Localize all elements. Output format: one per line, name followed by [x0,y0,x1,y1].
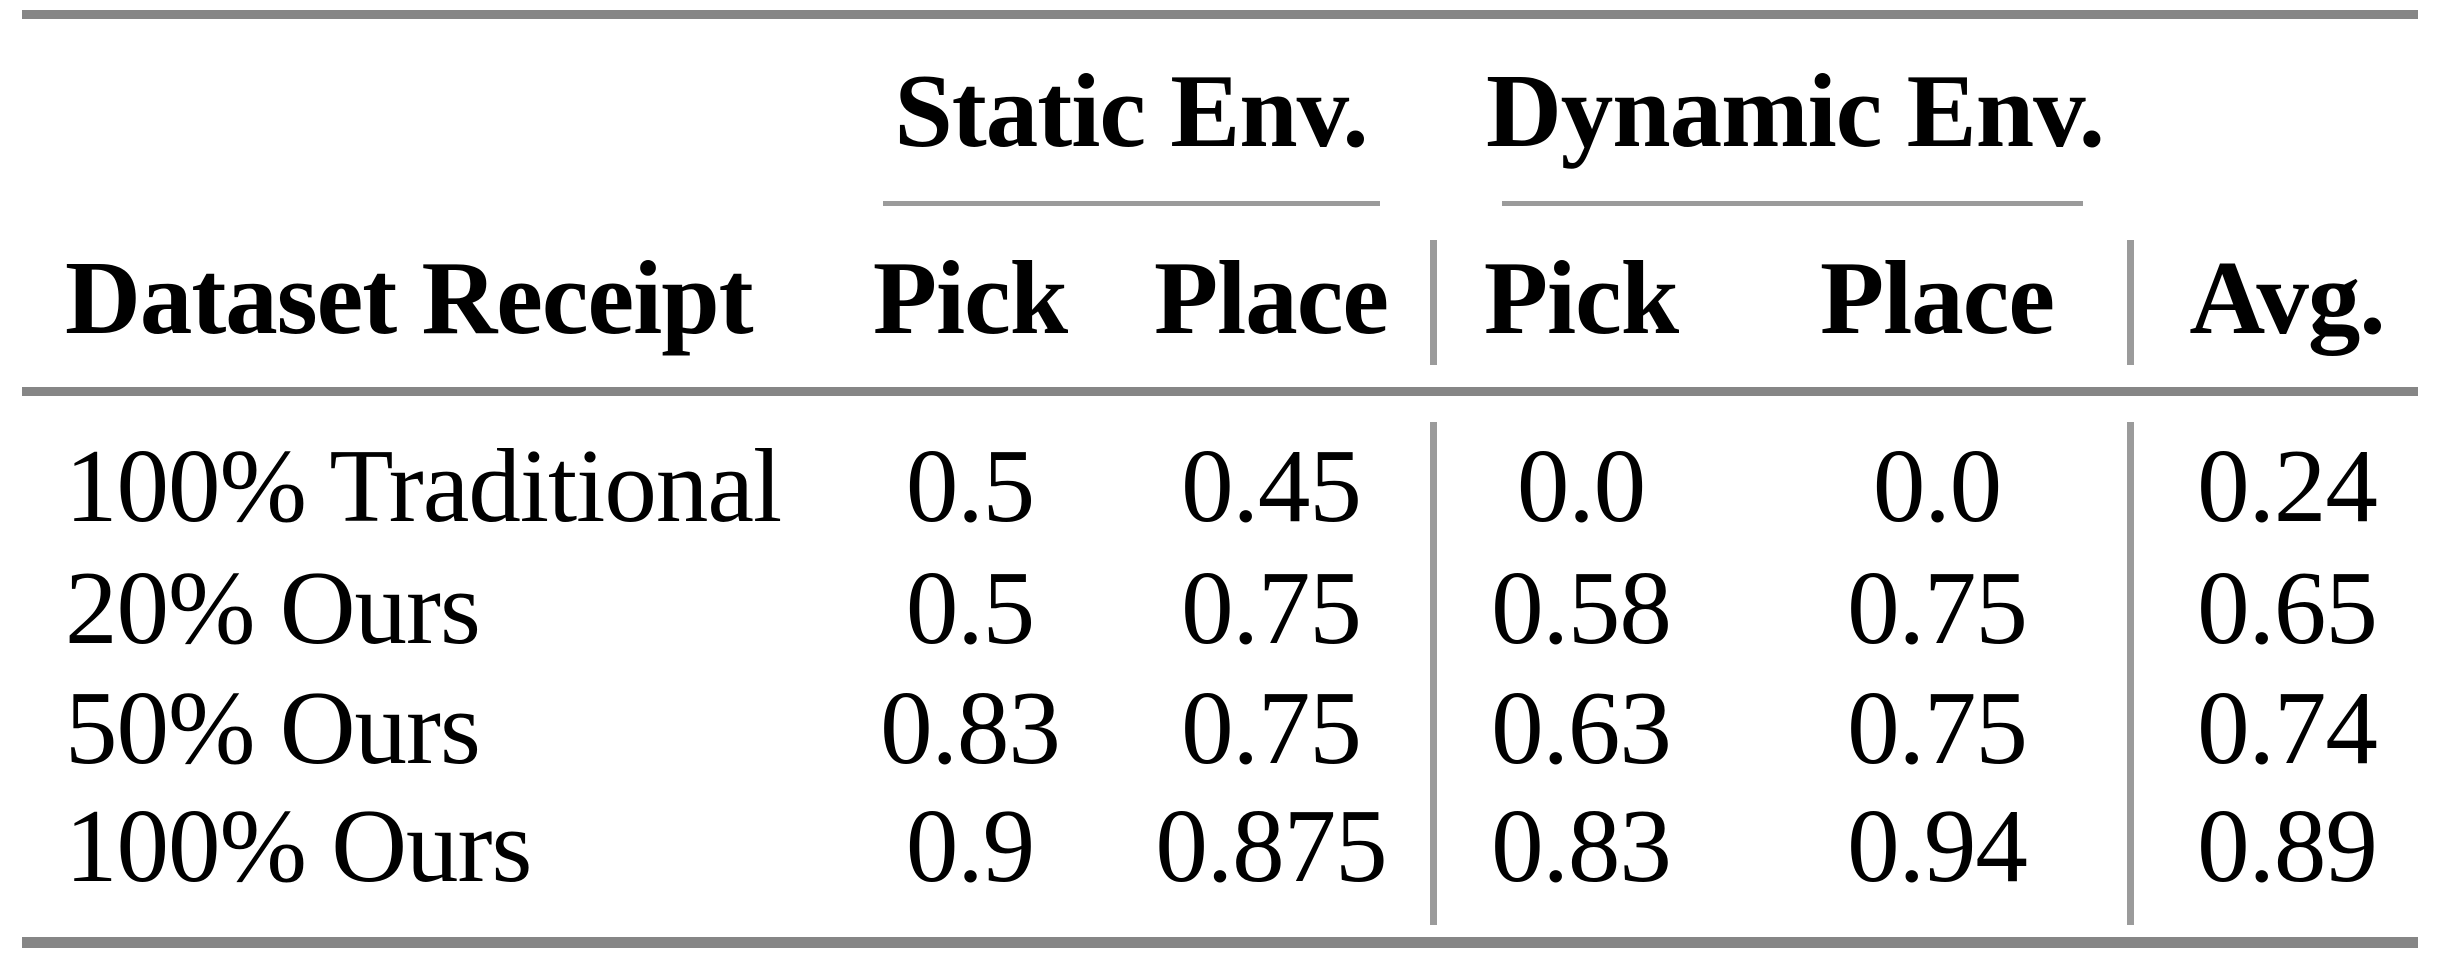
vertical-rule-static-dynamic-header [1430,240,1437,365]
cell-static-pick: 0.9 [905,787,1035,904]
cell-static-place: 0.75 [1181,669,1362,786]
static-env-group-header: Static Env. [894,52,1368,169]
column-header-row: Dataset Receipt Pick Place Pick Place Av… [0,245,2440,355]
cell-static-place: 0.45 [1181,427,1362,544]
cell-dynamic-place: 0.75 [1847,549,2028,666]
header-dynamic-pick: Pick [1483,239,1679,356]
header-static-place: Place [1153,239,1389,356]
cell-static-place: 0.875 [1155,787,1387,904]
table-row: 20% Ours 0.5 0.75 0.58 0.75 0.65 [0,555,2440,665]
cell-dynamic-place: 0.75 [1847,669,2028,786]
cell-dynamic-place: 0.94 [1847,787,2028,904]
cell-static-pick: 0.83 [880,669,1061,786]
row-label: 20% Ours [65,549,481,666]
header-dataset-receipt: Dataset Receipt [65,239,754,356]
top-rule [22,10,2418,19]
cell-avg: 0.65 [2197,549,2378,666]
cell-avg: 0.24 [2197,427,2378,544]
table-row: 100% Ours 0.9 0.875 0.83 0.94 0.89 [0,793,2440,903]
row-label: 50% Ours [65,669,481,786]
bottom-rule [22,937,2418,948]
column-group-header-row: Static Env. Dynamic Env. [0,58,2440,168]
cell-dynamic-pick: 0.83 [1491,787,1672,904]
cell-avg: 0.74 [2197,669,2378,786]
vertical-rule-static-dynamic-body [1430,422,1437,925]
cell-avg: 0.89 [2197,787,2378,904]
cell-dynamic-pick: 0.63 [1491,669,1672,786]
static-env-cmidrule [883,201,1380,206]
vertical-rule-avg-body [2127,422,2134,925]
vertical-rule-avg-header [2127,240,2134,365]
table-row: 100% Traditional 0.5 0.45 0.0 0.0 0.24 [0,433,2440,543]
row-label: 100% Traditional [65,427,782,544]
table-row: 50% Ours 0.83 0.75 0.63 0.75 0.74 [0,675,2440,785]
cell-dynamic-pick: 0.0 [1516,427,1646,544]
cell-static-pick: 0.5 [905,427,1035,544]
mid-rule [22,387,2418,396]
cell-static-pick: 0.5 [905,549,1035,666]
cell-dynamic-place: 0.0 [1872,427,2002,544]
row-label: 100% Ours [65,787,532,904]
dynamic-env-group-header: Dynamic Env. [1485,52,2105,169]
header-static-pick: Pick [872,239,1068,356]
cell-static-place: 0.75 [1181,549,1362,666]
cell-dynamic-pick: 0.58 [1491,549,1672,666]
header-avg: Avg. [2189,239,2385,356]
dynamic-env-cmidrule [1502,201,2083,206]
header-dynamic-place: Place [1819,239,2055,356]
